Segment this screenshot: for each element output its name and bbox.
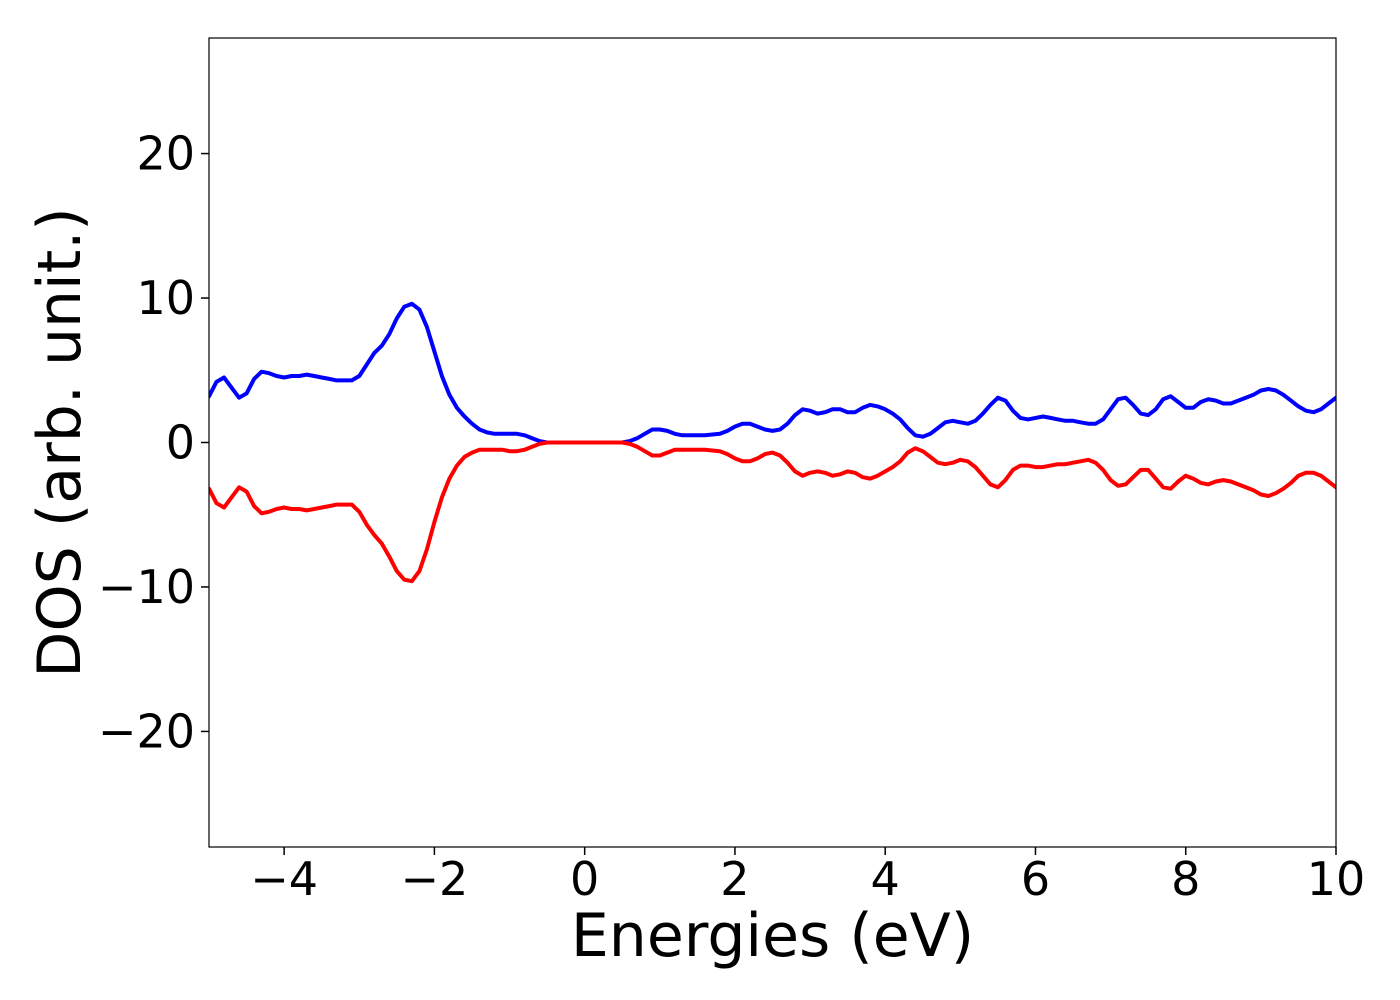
series-layer xyxy=(209,301,1336,584)
x-tick-label: 10 xyxy=(1307,852,1366,906)
x-tick-label: 2 xyxy=(720,852,749,906)
y-tick-label: 20 xyxy=(136,127,195,181)
x-tick-label: 0 xyxy=(570,852,599,906)
x-tick-label: −2 xyxy=(400,852,468,906)
series-line-1 xyxy=(209,301,1336,445)
x-tick-label: 8 xyxy=(1171,852,1200,906)
y-axis: −20 −10 0 10 20 xyxy=(98,127,209,758)
x-tick-label: −4 xyxy=(250,852,318,906)
x-tick-label: 4 xyxy=(871,852,900,906)
y-tick-label: −10 xyxy=(98,560,195,614)
x-tick-label: 6 xyxy=(1021,852,1050,906)
y-tick-label: 0 xyxy=(166,416,195,470)
plot-frame xyxy=(208,37,1337,848)
y-tick-label: 10 xyxy=(136,271,195,325)
x-axis: −4 −2 0 2 4 6 8 10 xyxy=(250,847,1365,906)
y-tick-label: −20 xyxy=(98,704,195,758)
series-line-2 xyxy=(209,440,1336,584)
x-axis-label: Energies (eV) xyxy=(571,901,974,971)
y-axis-label: DOS (arb. unit.) xyxy=(25,207,95,677)
